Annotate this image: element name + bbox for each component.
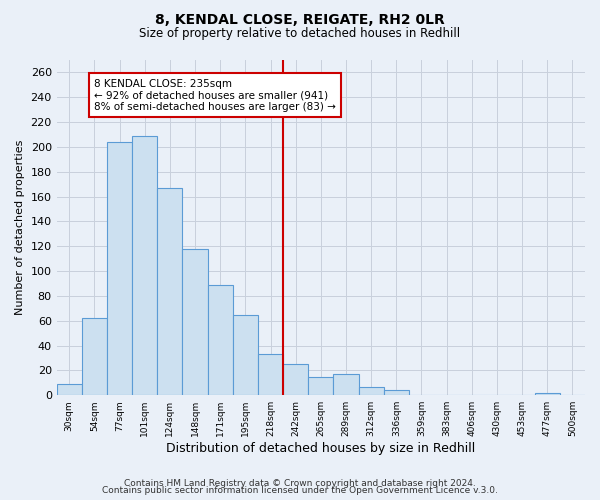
Text: Contains public sector information licensed under the Open Government Licence v.: Contains public sector information licen… xyxy=(102,486,498,495)
Bar xyxy=(157,188,182,395)
Text: Size of property relative to detached houses in Redhill: Size of property relative to detached ho… xyxy=(139,28,461,40)
Bar xyxy=(359,386,384,395)
Bar xyxy=(258,354,283,395)
Bar xyxy=(334,374,359,395)
Text: 8, KENDAL CLOSE, REIGATE, RH2 0LR: 8, KENDAL CLOSE, REIGATE, RH2 0LR xyxy=(155,12,445,26)
Text: Contains HM Land Registry data © Crown copyright and database right 2024.: Contains HM Land Registry data © Crown c… xyxy=(124,478,476,488)
Bar xyxy=(182,248,208,395)
Bar xyxy=(233,314,258,395)
Bar xyxy=(208,284,233,395)
X-axis label: Distribution of detached houses by size in Redhill: Distribution of detached houses by size … xyxy=(166,442,475,455)
Y-axis label: Number of detached properties: Number of detached properties xyxy=(15,140,25,316)
Bar xyxy=(384,390,409,395)
Bar xyxy=(82,318,107,395)
Bar xyxy=(56,384,82,395)
Text: 8 KENDAL CLOSE: 235sqm
← 92% of detached houses are smaller (941)
8% of semi-det: 8 KENDAL CLOSE: 235sqm ← 92% of detached… xyxy=(94,78,336,112)
Bar xyxy=(283,364,308,395)
Bar xyxy=(107,142,132,395)
Bar xyxy=(132,136,157,395)
Bar xyxy=(535,392,560,395)
Bar xyxy=(308,376,334,395)
